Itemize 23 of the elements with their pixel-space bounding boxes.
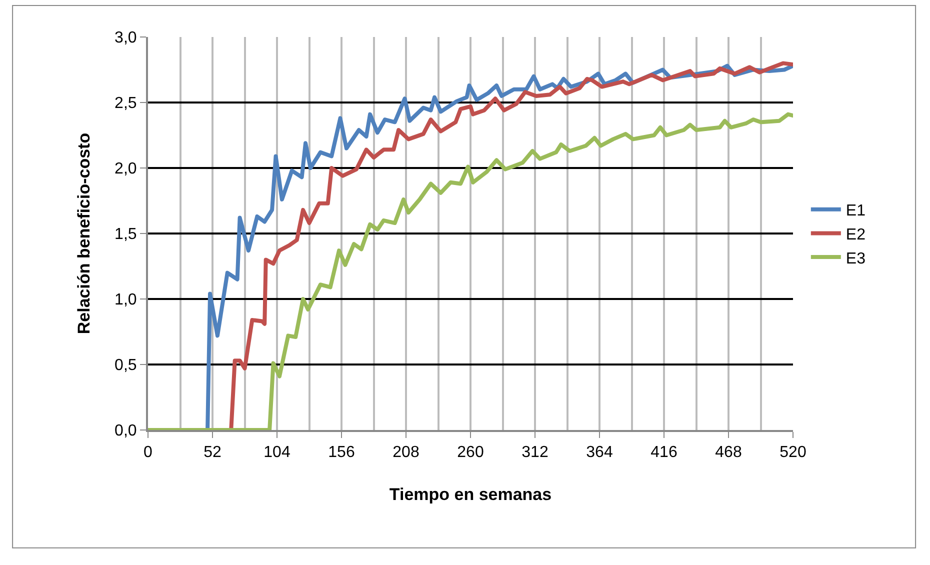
y-tick-label: 0,5 — [114, 357, 137, 374]
legend-label: E3 — [846, 250, 866, 268]
x-tick-label: 520 — [780, 444, 806, 462]
x-tick-label: 52 — [204, 444, 222, 462]
y-tick-label: 2,0 — [114, 160, 137, 178]
x-tick-label: 260 — [457, 444, 484, 462]
y-axis-title: Relación beneficio-costo — [74, 132, 94, 334]
legend-label: E1 — [846, 202, 866, 220]
y-tick-label: 1,0 — [114, 292, 137, 309]
x-tick-label: 156 — [328, 444, 355, 462]
x-tick-label: 364 — [586, 444, 613, 462]
x-axis-title: Tiempo en semanas — [389, 485, 552, 504]
x-tick-label: 0 — [144, 444, 153, 462]
x-tick-label: 468 — [715, 444, 742, 462]
y-tick-label: 0,0 — [114, 422, 137, 440]
x-tick-label: 312 — [522, 444, 548, 462]
x-tick-label: 104 — [264, 444, 290, 462]
y-tick-label: 1,5 — [114, 226, 137, 244]
y-tick-label: 2,5 — [114, 95, 137, 112]
y-tick-label: 3,0 — [114, 30, 137, 47]
x-tick-label: 416 — [650, 444, 678, 462]
x-tick-label: 208 — [392, 444, 420, 462]
legend-label: E2 — [846, 226, 866, 244]
